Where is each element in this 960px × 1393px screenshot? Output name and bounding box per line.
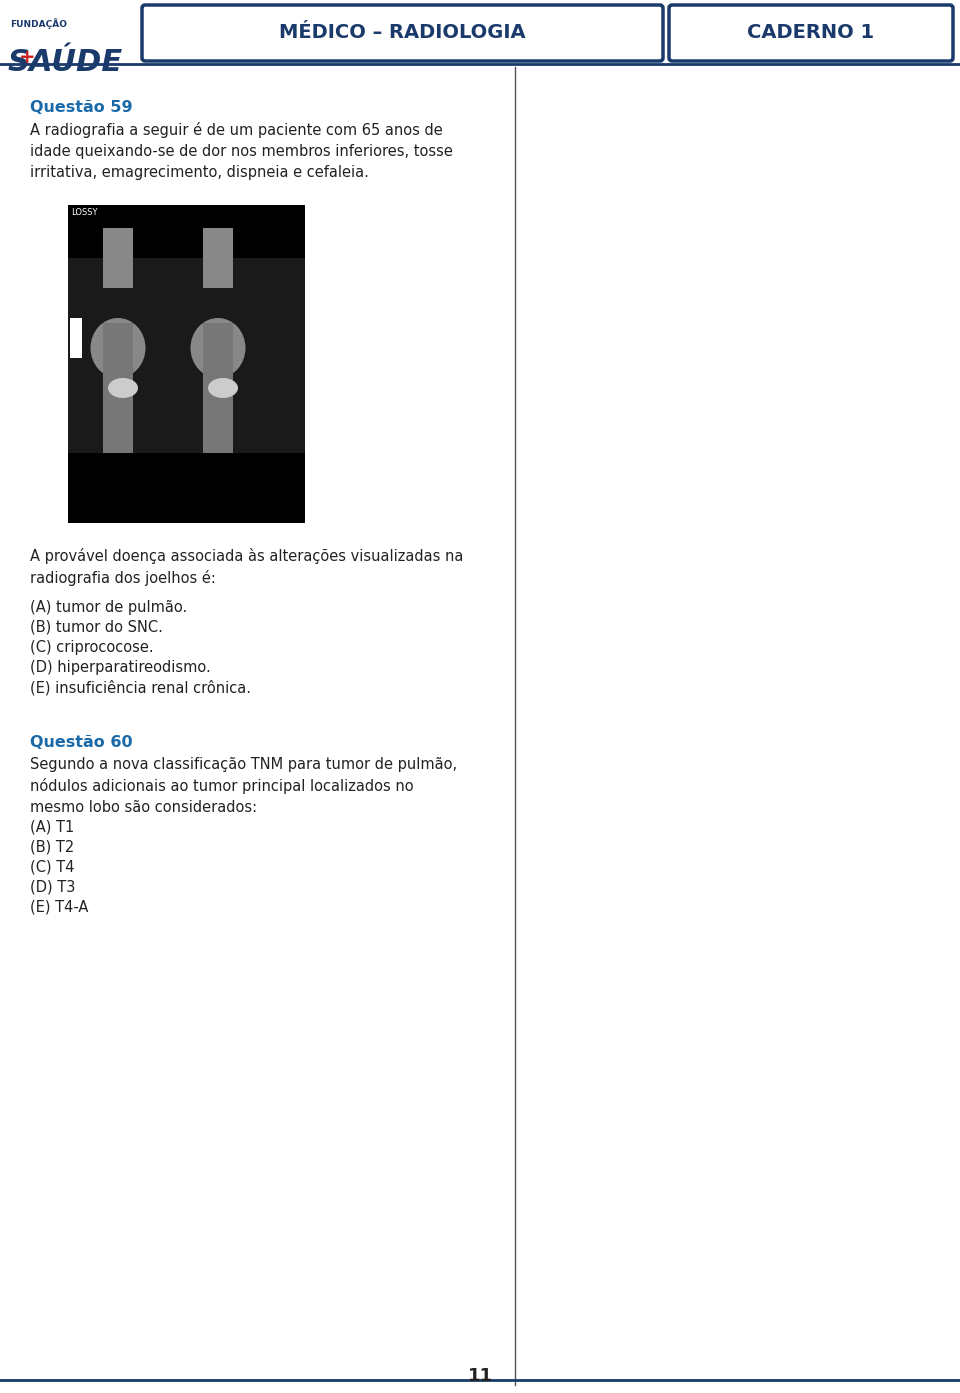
Text: SAÚDE: SAÚDE: [8, 47, 123, 77]
Text: MÉDICO – RADIOLOGIA: MÉDICO – RADIOLOGIA: [279, 24, 526, 43]
Text: (B) tumor do SNC.: (B) tumor do SNC.: [30, 620, 163, 635]
Text: (B) T2: (B) T2: [30, 839, 74, 854]
Text: 11: 11: [468, 1367, 492, 1385]
Text: (A) tumor de pulmão.: (A) tumor de pulmão.: [30, 600, 187, 614]
Bar: [68, 205, 305, 258]
Text: (D) hiperparatireodismo.: (D) hiperparatireodismo.: [30, 660, 211, 676]
Text: (E) insuficiência renal crônica.: (E) insuficiência renal crônica.: [30, 680, 251, 695]
Text: A radiografia a seguir é de um paciente com 65 anos de
idade queixando-se de dor: A radiografia a seguir é de um paciente …: [30, 123, 453, 180]
Text: (D) T3: (D) T3: [30, 879, 76, 894]
Text: Questão 60: Questão 60: [30, 736, 132, 749]
Ellipse shape: [208, 378, 238, 398]
Bar: [203, 323, 233, 453]
Text: +: +: [19, 47, 36, 67]
Text: (C) criprococose.: (C) criprococose.: [30, 639, 154, 655]
Bar: [103, 323, 133, 453]
FancyBboxPatch shape: [669, 6, 953, 61]
Bar: [0, 4, 960, 63]
Ellipse shape: [190, 318, 246, 378]
Bar: [68, 258, 305, 453]
Bar: [103, 228, 133, 288]
Text: (C) T4: (C) T4: [30, 859, 75, 873]
Bar: [203, 228, 233, 288]
Text: CADERNO 1: CADERNO 1: [748, 24, 875, 43]
Text: LOSSY: LOSSY: [71, 208, 98, 217]
Text: A provável doença associada às alterações visualizadas na
radiografia dos joelho: A provável doença associada às alteraçõe…: [30, 547, 464, 586]
Text: Questão 59: Questão 59: [30, 100, 132, 116]
Text: Segundo a nova classificação TNM para tumor de pulmão,
nódulos adicionais ao tum: Segundo a nova classificação TNM para tu…: [30, 756, 457, 815]
Text: (E) T4-A: (E) T4-A: [30, 898, 88, 914]
Bar: [68, 453, 305, 522]
Ellipse shape: [90, 318, 146, 378]
Bar: [70, 318, 82, 358]
Ellipse shape: [108, 378, 138, 398]
Text: (A) T1: (A) T1: [30, 819, 74, 834]
FancyBboxPatch shape: [142, 6, 663, 61]
Text: FUNDAÇÃO: FUNDAÇÃO: [10, 18, 67, 29]
